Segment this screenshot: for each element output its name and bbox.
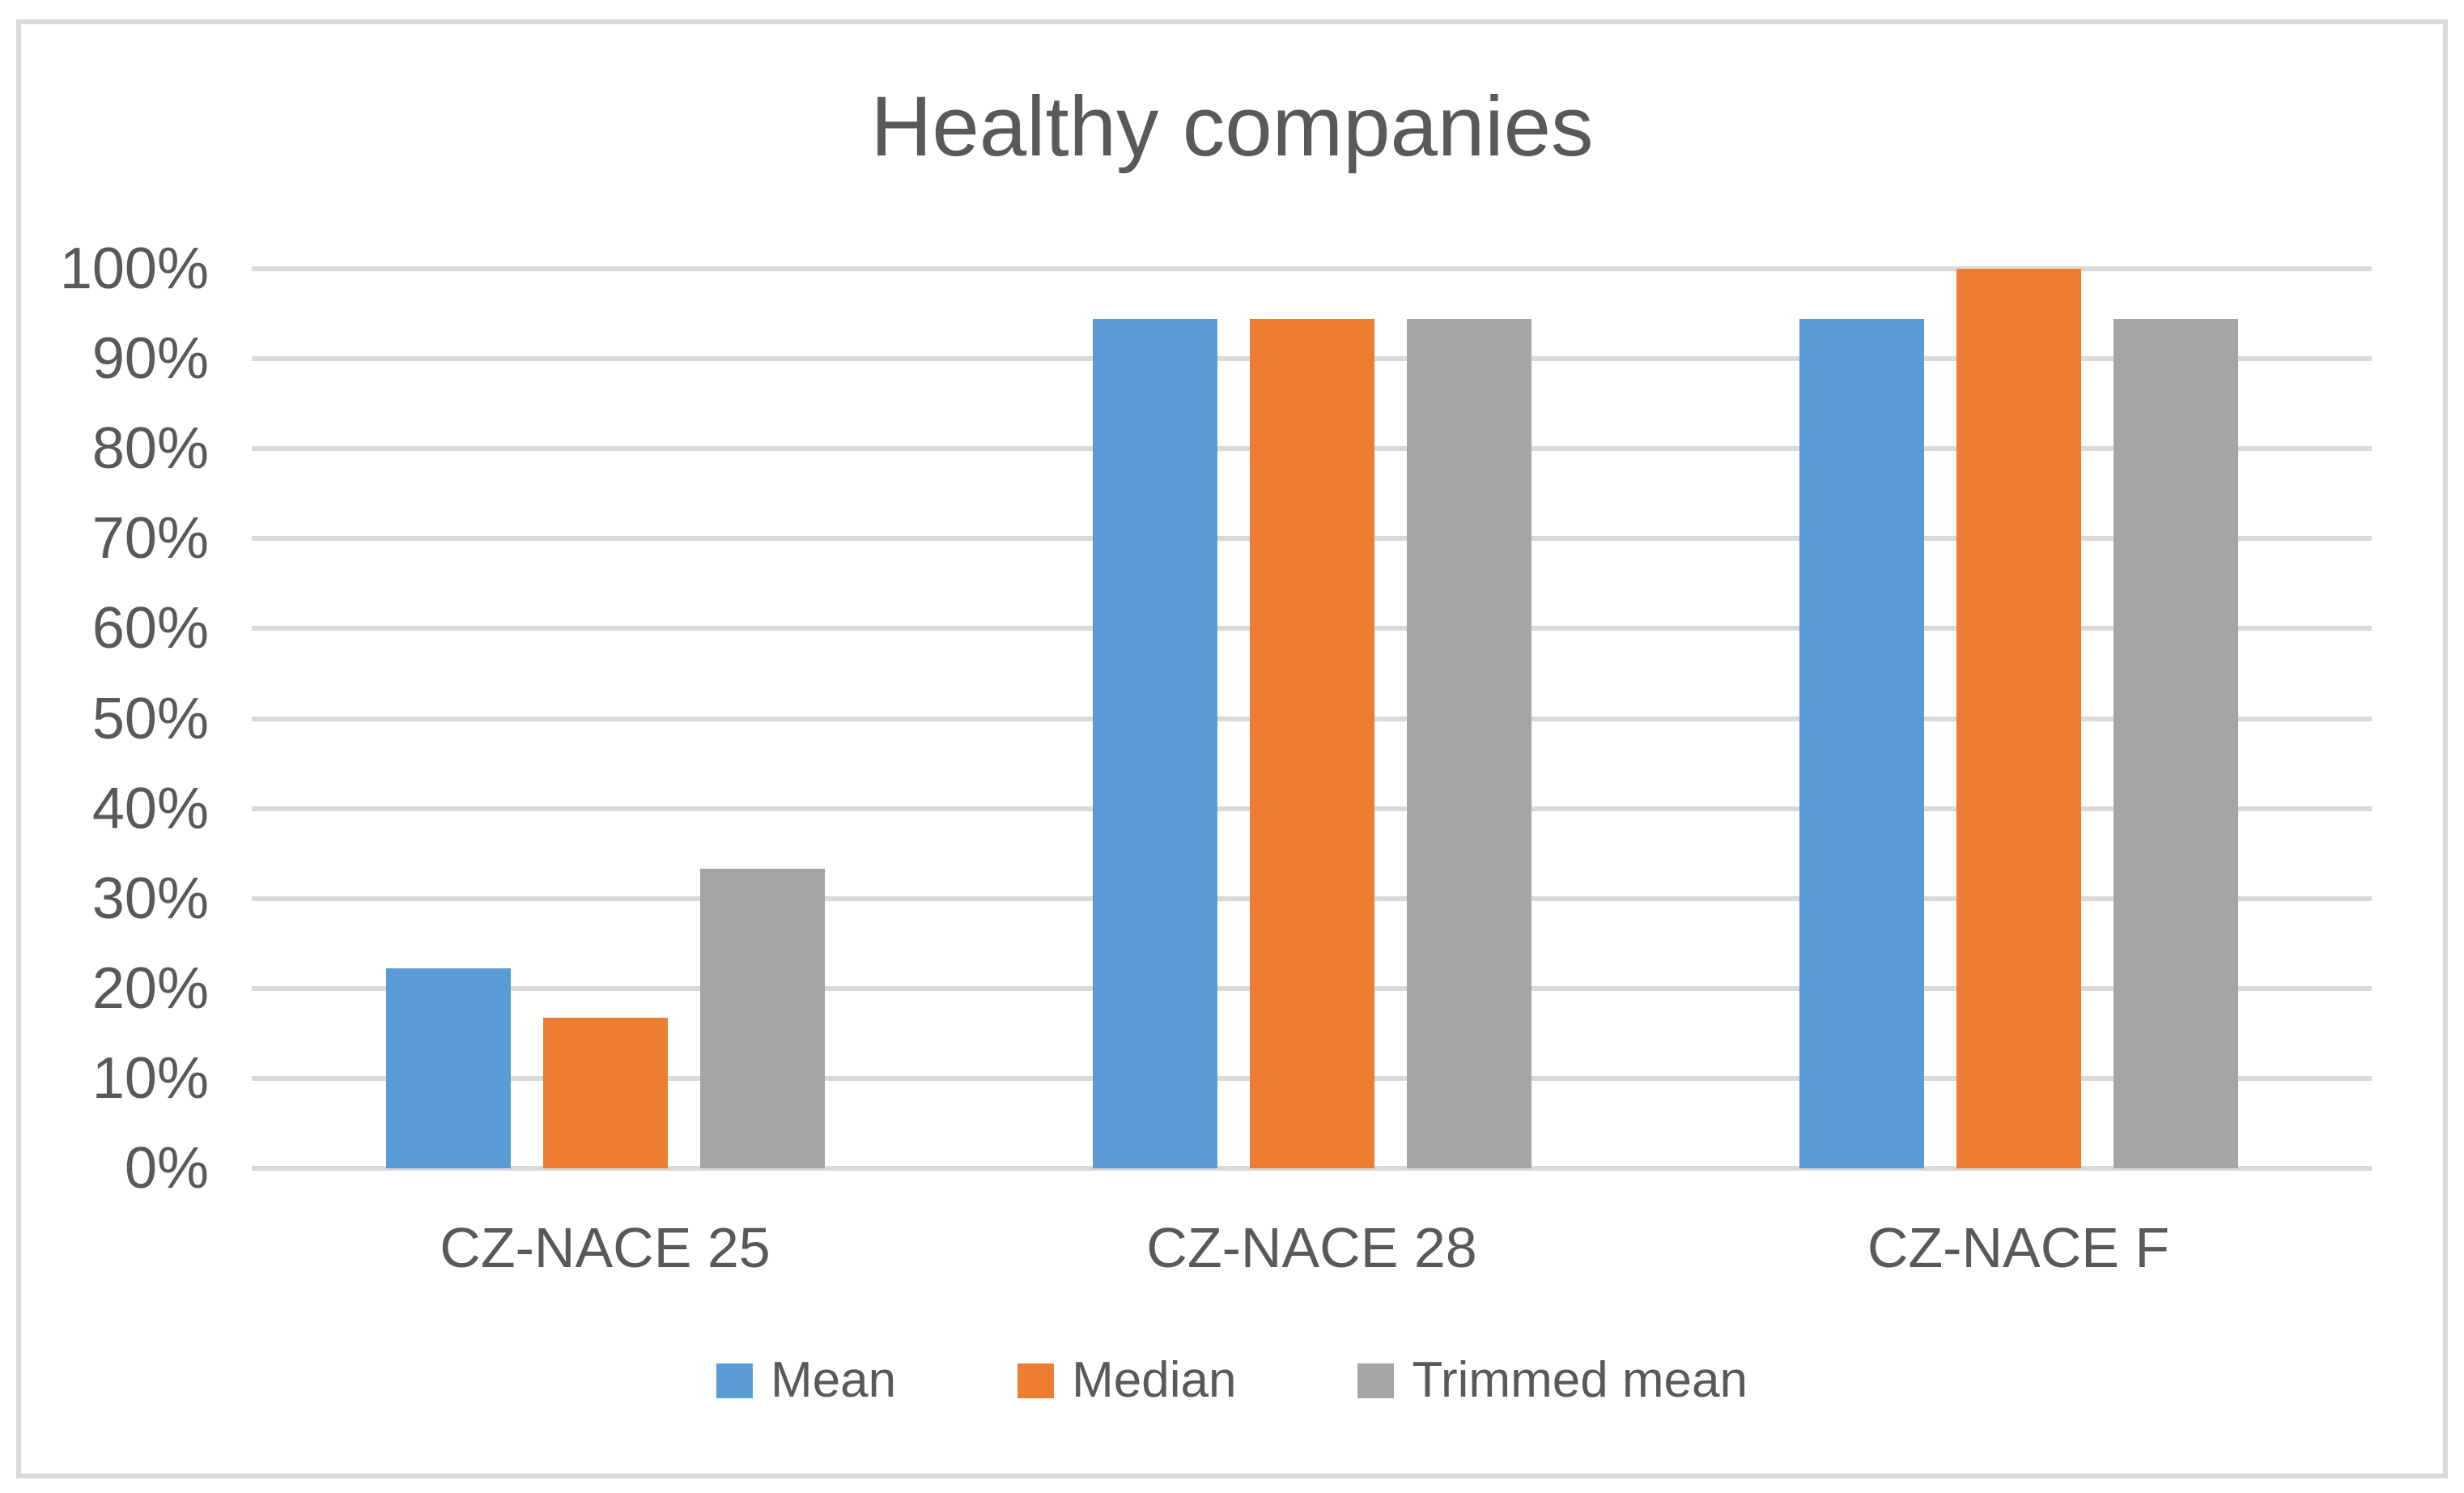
bar-mean-cz-nace-28[interactable] bbox=[1092, 319, 1217, 1168]
y-axis-tick-label: 70% bbox=[91, 506, 209, 572]
bar-mean-cz-nace-f[interactable] bbox=[1799, 319, 1924, 1168]
x-axis-label: CZ-NACE F bbox=[1867, 1216, 2170, 1279]
gridline bbox=[252, 266, 2372, 271]
y-axis-tick-label: 90% bbox=[91, 326, 209, 392]
bar-median-cz-nace-25[interactable] bbox=[542, 1018, 668, 1168]
y-axis-tick-label: 60% bbox=[91, 596, 209, 661]
x-axis-baseline bbox=[252, 1166, 2372, 1171]
legend-item-trimmed-mean[interactable]: Trimmed mean bbox=[1357, 1352, 1748, 1409]
x-axis: CZ-NACE 25 CZ-NACE 28 CZ-NACE F bbox=[252, 1216, 2372, 1279]
y-axis-tick-label: 30% bbox=[91, 866, 209, 931]
y-axis-tick-label: 40% bbox=[91, 776, 209, 841]
y-axis-tick-label: 50% bbox=[91, 686, 209, 751]
x-axis-label: CZ-NACE 25 bbox=[440, 1216, 771, 1279]
legend-label: Mean bbox=[770, 1352, 897, 1408]
category-group-cz-nace-25 bbox=[252, 269, 958, 1168]
chart-frame: Healthy companies 100% 90% 80% 70% 60% 50% 40%… bbox=[16, 19, 2448, 1478]
legend-swatch-icon bbox=[1357, 1363, 1395, 1398]
category-group-cz-nace-f bbox=[1665, 269, 2372, 1168]
legend-label: Trimmed mean bbox=[1412, 1352, 1748, 1408]
legend-swatch-icon bbox=[1017, 1363, 1055, 1398]
y-axis-tick-label: 100% bbox=[59, 236, 209, 301]
plot-area bbox=[252, 266, 2372, 1171]
legend-swatch-icon bbox=[716, 1363, 753, 1398]
legend-item-mean[interactable]: Mean bbox=[716, 1352, 896, 1409]
legend-label: Median bbox=[1072, 1352, 1237, 1408]
legend-item-median[interactable]: Median bbox=[1017, 1352, 1236, 1409]
bars-layer bbox=[252, 269, 2372, 1168]
y-axis-tick-label: 20% bbox=[91, 955, 209, 1021]
category-group-cz-nace-28 bbox=[958, 269, 1665, 1168]
bar-trimmed-mean-cz-nace-f[interactable] bbox=[2113, 319, 2238, 1168]
x-axis-label: CZ-NACE 28 bbox=[1146, 1216, 1477, 1279]
chart-title: Healthy companies bbox=[870, 79, 1594, 174]
bar-trimmed-mean-cz-nace-28[interactable] bbox=[1406, 319, 1532, 1168]
bar-median-cz-nace-f[interactable] bbox=[1956, 269, 2081, 1168]
y-axis-tick-label: 10% bbox=[91, 1045, 209, 1111]
bar-median-cz-nace-28[interactable] bbox=[1249, 319, 1374, 1168]
bar-trimmed-mean-cz-nace-25[interactable] bbox=[699, 869, 825, 1168]
y-axis-tick-label: 0% bbox=[124, 1136, 209, 1201]
legend: Mean Median Trimmed mean bbox=[21, 1352, 2443, 1409]
bar-mean-cz-nace-25[interactable] bbox=[385, 968, 511, 1168]
y-axis-tick-label: 80% bbox=[91, 416, 209, 482]
